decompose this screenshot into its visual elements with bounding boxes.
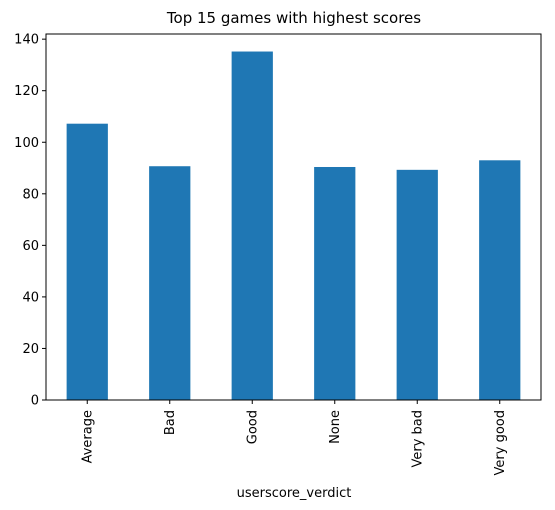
y-tick-label: 0 <box>31 394 39 409</box>
bar-very-good <box>479 160 521 400</box>
x-axis: Average Bad Good None Very bad Very good <box>80 400 508 475</box>
y-tick-label: 100 <box>14 136 39 151</box>
y-tick-label: 60 <box>22 239 39 254</box>
bars-group <box>66 51 521 401</box>
plot-frame <box>45 33 542 401</box>
bar-none <box>314 166 356 400</box>
x-tick-label: Average <box>80 410 95 463</box>
bar-good <box>231 51 273 400</box>
x-tick-label: Very good <box>493 410 508 475</box>
y-tick-label: 20 <box>22 342 39 357</box>
x-tick-label: Good <box>245 410 260 444</box>
y-axis: 0 20 40 60 80 100 120 140 <box>14 33 46 409</box>
y-tick-label: 80 <box>22 187 39 202</box>
x-axis-label: userscore_verdict <box>237 486 352 501</box>
bar-bad <box>149 166 191 400</box>
bar-average <box>66 123 108 401</box>
x-tick-label: None <box>328 410 343 444</box>
y-tick-label: 140 <box>14 33 39 48</box>
y-tick-label: 120 <box>14 84 39 99</box>
bar-very-bad <box>396 169 438 400</box>
y-tick-label: 40 <box>22 290 39 305</box>
x-tick-label: Bad <box>163 410 178 435</box>
chart-title: Top 15 games with highest scores <box>166 9 421 27</box>
x-tick-label: Very bad <box>410 410 425 468</box>
